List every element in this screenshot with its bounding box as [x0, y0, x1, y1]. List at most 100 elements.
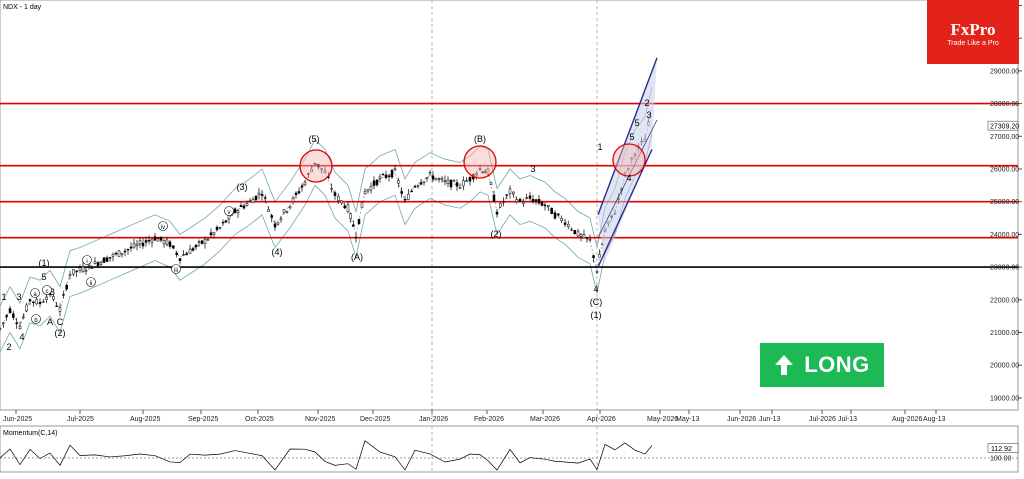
candle-body	[400, 191, 403, 194]
candle-body	[126, 248, 130, 251]
wave-label: 5	[41, 272, 46, 282]
candle-body	[242, 205, 246, 209]
candle-body	[531, 199, 535, 203]
candle-body	[397, 180, 400, 184]
candle-body	[12, 313, 15, 318]
wave-label: (5)	[309, 134, 320, 144]
wave-label: 4	[626, 173, 631, 183]
candle-body	[52, 296, 55, 300]
candle-body	[363, 191, 367, 195]
wave-label: C	[57, 317, 64, 327]
circled-wave-marker	[42, 285, 52, 295]
x-tick-label: Jul-2025	[67, 416, 94, 423]
channel-fill	[598, 57, 657, 264]
candle-body	[505, 194, 508, 196]
candle-body	[563, 222, 567, 225]
bollinger-upper	[0, 87, 653, 307]
candle-body	[264, 197, 267, 199]
candle-body	[434, 178, 438, 181]
candle-body	[206, 239, 210, 241]
wave-label: (C)	[590, 297, 603, 307]
momentum-tick-label: 100.00	[990, 456, 1012, 463]
candle-body	[372, 180, 376, 186]
candle-body	[468, 176, 472, 182]
candle-body	[303, 181, 307, 186]
wave-label: 3	[16, 292, 21, 302]
candle-body	[279, 218, 283, 221]
candle-body	[18, 326, 22, 329]
candle-body	[129, 246, 133, 249]
candle-body	[185, 253, 188, 256]
x-tick-label: Oct-2025	[245, 416, 274, 423]
candle-body	[203, 239, 207, 244]
candle-body	[512, 191, 515, 195]
candle-body	[285, 211, 289, 213]
candle-body	[508, 188, 512, 194]
wave-label: (4)	[272, 247, 283, 257]
candle-body	[99, 262, 103, 265]
candle-body	[317, 163, 320, 168]
y-tick-label: 29000.00	[990, 68, 1019, 75]
candle-body	[422, 181, 426, 183]
wave-label: A	[47, 317, 53, 327]
highlight-circle	[299, 149, 333, 183]
candle-body	[300, 185, 304, 188]
wave-label: 2	[6, 342, 11, 352]
circled-wave-label: iii	[174, 268, 178, 274]
candle-body	[446, 179, 450, 184]
candle-body	[550, 207, 553, 215]
candle-body	[65, 284, 68, 290]
candle-body	[525, 197, 528, 199]
brand-name: FxPro	[950, 20, 996, 39]
channel-upper-line	[597, 57, 658, 216]
candle-body	[576, 230, 580, 237]
candle-body	[499, 203, 502, 208]
candle-body	[22, 316, 25, 319]
x-tick-label: Sep-2025	[188, 416, 218, 423]
x-tick-label: Aug-2025	[130, 416, 160, 423]
x-tick-label: Jul-2026	[809, 416, 836, 423]
candle-body	[547, 204, 550, 207]
candle-body	[32, 301, 35, 304]
candle-body	[481, 171, 484, 174]
x-tick-label: Nov-2025	[305, 416, 335, 423]
candle-body	[310, 169, 313, 173]
brand-logo: FxPro Trade Like a Pro	[927, 0, 1019, 64]
candle-body	[42, 301, 45, 303]
candle-body	[276, 222, 280, 225]
candle-body	[579, 234, 583, 237]
circled-wave-label: i	[86, 259, 87, 265]
wave-label: (2)	[55, 328, 66, 338]
candle-body	[458, 187, 462, 189]
wave-label: 1	[1, 292, 6, 302]
x-tick-label: Jan-2026	[419, 416, 448, 423]
candle-body	[478, 168, 482, 170]
x-tick-label: Jun-2026	[727, 416, 756, 423]
candle-body	[384, 174, 388, 178]
candle-body	[560, 218, 563, 221]
candle-body	[557, 213, 560, 216]
bollinger-lower	[0, 132, 653, 353]
candle-body	[35, 298, 38, 305]
candle-body	[343, 205, 346, 209]
wave-label: (1)	[591, 310, 602, 320]
circled-wave-marker	[86, 277, 96, 287]
candle-body	[354, 236, 358, 239]
candle-body	[502, 201, 505, 203]
candle-body	[138, 240, 142, 245]
candle-body	[209, 232, 213, 236]
candle-body	[452, 180, 456, 182]
wave-label: (1)	[39, 258, 50, 268]
candle-body	[410, 190, 413, 193]
candle-body	[111, 254, 115, 257]
candle-body	[102, 257, 106, 263]
candle-body	[282, 209, 286, 213]
candle-body	[543, 204, 547, 207]
wave-label: 5	[629, 132, 634, 142]
candle-body	[492, 194, 496, 202]
candle-body	[245, 203, 249, 206]
candle-body	[585, 237, 589, 239]
y-tick-label: 27000.00	[990, 134, 1019, 141]
momentum-value-label: 112.92	[991, 446, 1012, 453]
